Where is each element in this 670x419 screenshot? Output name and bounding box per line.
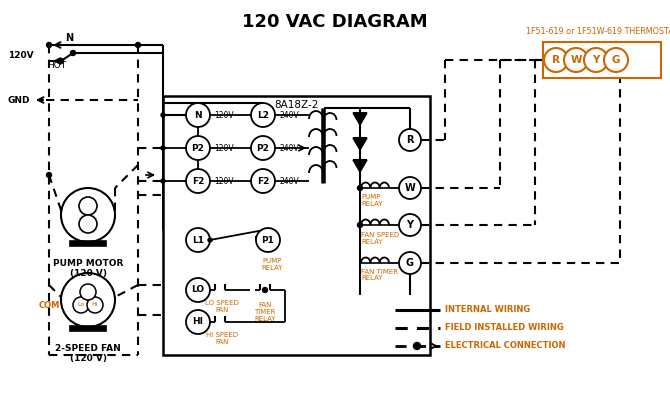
Text: 1F51-619 or 1F51W-619 THERMOSTAT: 1F51-619 or 1F51W-619 THERMOSTAT — [526, 27, 670, 36]
Text: HI: HI — [192, 318, 204, 326]
Circle shape — [186, 228, 210, 252]
Circle shape — [58, 59, 64, 64]
Circle shape — [135, 42, 141, 47]
Text: F2: F2 — [192, 176, 204, 186]
Circle shape — [358, 186, 362, 191]
Text: HOT: HOT — [47, 61, 66, 70]
Circle shape — [186, 278, 210, 302]
Circle shape — [251, 136, 275, 160]
Text: 120V: 120V — [8, 51, 34, 60]
Text: P2: P2 — [192, 143, 204, 153]
Polygon shape — [353, 113, 367, 125]
Text: Hi: Hi — [92, 303, 98, 308]
Circle shape — [399, 252, 421, 274]
Circle shape — [584, 48, 608, 72]
Text: G: G — [406, 258, 414, 268]
Text: 120V: 120V — [214, 143, 234, 153]
Text: 8A18Z-2: 8A18Z-2 — [274, 100, 319, 110]
Text: N: N — [194, 111, 202, 119]
Text: HI SPEED
FAN: HI SPEED FAN — [206, 332, 238, 345]
Bar — [163, 96, 430, 355]
Text: Y: Y — [592, 55, 600, 65]
Text: 120V: 120V — [214, 111, 234, 119]
Circle shape — [251, 103, 275, 127]
Circle shape — [80, 284, 96, 300]
Circle shape — [161, 179, 165, 183]
Text: 240V: 240V — [279, 176, 299, 186]
Circle shape — [263, 287, 267, 292]
Text: 120V: 120V — [214, 176, 234, 186]
Circle shape — [413, 342, 421, 349]
Circle shape — [604, 48, 628, 72]
Text: LO SPEED
FAN: LO SPEED FAN — [205, 300, 239, 313]
Text: INTERNAL WIRING: INTERNAL WIRING — [445, 305, 530, 315]
Circle shape — [46, 173, 52, 178]
Text: GND: GND — [8, 96, 31, 104]
Circle shape — [46, 42, 52, 47]
Bar — [70, 326, 106, 331]
Polygon shape — [353, 160, 367, 172]
Text: F2: F2 — [257, 176, 269, 186]
Text: 240V: 240V — [279, 111, 299, 119]
Circle shape — [399, 214, 421, 236]
Bar — [543, 42, 661, 78]
Text: L2: L2 — [257, 111, 269, 119]
Circle shape — [399, 129, 421, 151]
Circle shape — [186, 103, 210, 127]
Text: 2-SPEED FAN
(120 V): 2-SPEED FAN (120 V) — [55, 344, 121, 363]
Circle shape — [61, 188, 115, 242]
Circle shape — [358, 222, 362, 228]
Text: Lo: Lo — [77, 303, 84, 308]
Text: PUMP MOTOR
(120 V): PUMP MOTOR (120 V) — [53, 259, 123, 278]
Circle shape — [186, 310, 210, 334]
Text: L1: L1 — [192, 235, 204, 245]
Text: Y: Y — [407, 220, 413, 230]
Circle shape — [256, 228, 280, 252]
Circle shape — [70, 51, 76, 55]
Text: PUMP
RELAY: PUMP RELAY — [361, 194, 383, 207]
Text: R: R — [406, 135, 414, 145]
Text: P2: P2 — [257, 143, 269, 153]
Circle shape — [564, 48, 588, 72]
Text: G: G — [612, 55, 620, 65]
Circle shape — [73, 297, 89, 313]
Text: LO: LO — [192, 285, 204, 295]
Text: COM: COM — [39, 300, 60, 310]
Text: FIELD INSTALLED WIRING: FIELD INSTALLED WIRING — [445, 323, 563, 333]
Text: W: W — [405, 183, 415, 193]
Text: P1: P1 — [261, 235, 275, 245]
Circle shape — [186, 169, 210, 193]
Circle shape — [79, 197, 97, 215]
Circle shape — [208, 238, 212, 242]
Text: PUMP
RELAY: PUMP RELAY — [261, 258, 283, 271]
Text: R: R — [552, 55, 560, 65]
Text: 120 VAC DIAGRAM: 120 VAC DIAGRAM — [242, 13, 428, 31]
Circle shape — [161, 146, 165, 150]
Circle shape — [251, 169, 275, 193]
Circle shape — [87, 297, 103, 313]
Text: FAN
TIMER
RELAY: FAN TIMER RELAY — [254, 302, 276, 322]
Text: FAN TIMER
RELAY: FAN TIMER RELAY — [361, 269, 398, 282]
Circle shape — [161, 113, 165, 117]
Text: N: N — [65, 33, 73, 43]
Bar — [70, 241, 106, 246]
Polygon shape — [353, 138, 367, 150]
Text: W: W — [570, 55, 582, 65]
Circle shape — [399, 177, 421, 199]
Text: 240V: 240V — [279, 143, 299, 153]
Circle shape — [79, 215, 97, 233]
Circle shape — [186, 136, 210, 160]
Circle shape — [61, 273, 115, 327]
Text: FAN SPEED
RELAY: FAN SPEED RELAY — [361, 232, 399, 245]
Text: ELECTRICAL CONNECTION: ELECTRICAL CONNECTION — [445, 341, 565, 351]
Circle shape — [544, 48, 568, 72]
